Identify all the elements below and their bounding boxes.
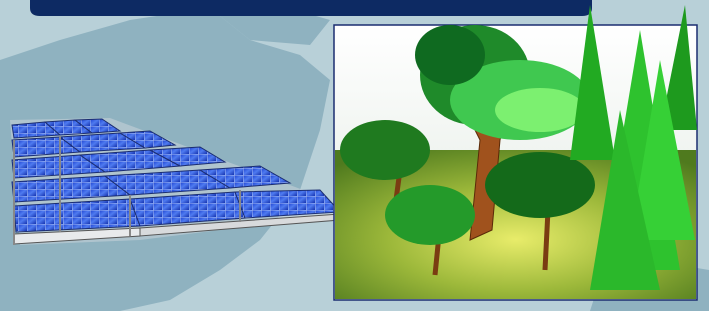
- forest-picture: [334, 5, 697, 300]
- page: [0, 0, 709, 311]
- illustration: [0, 0, 709, 311]
- header-banner: [30, 0, 592, 16]
